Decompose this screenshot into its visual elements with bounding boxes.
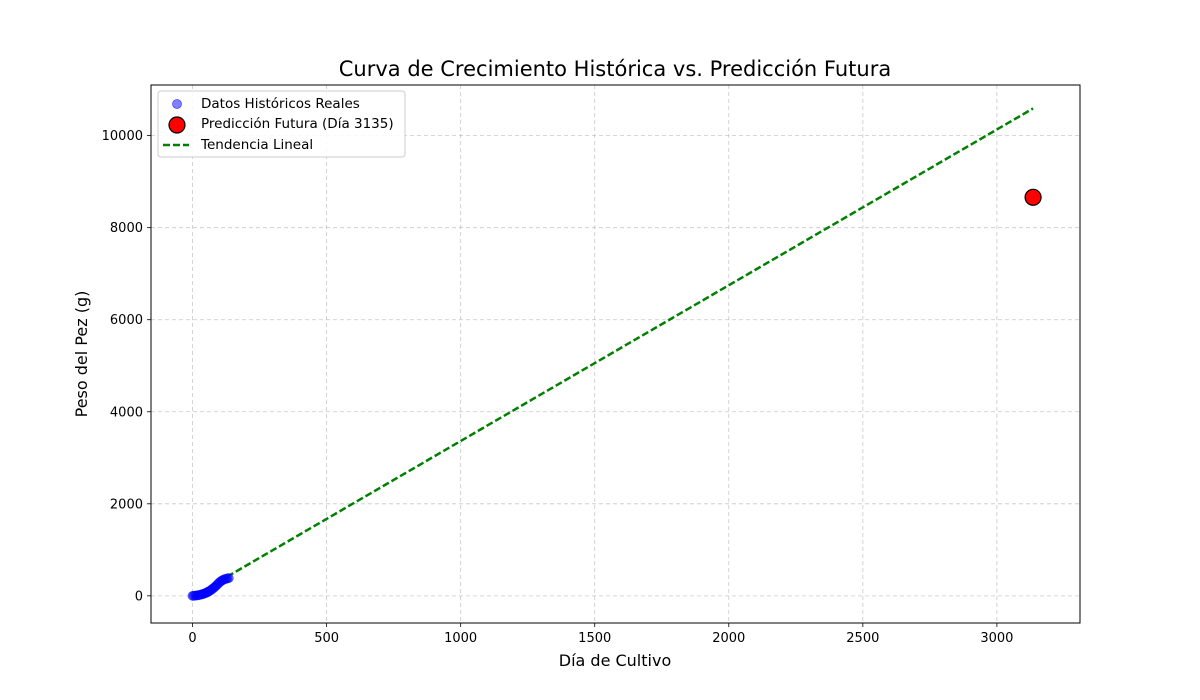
plot-area xyxy=(187,107,1042,601)
x-tick-label: 1500 xyxy=(578,631,611,646)
trend-line xyxy=(191,107,1034,598)
legend-label-prediction: Predicción Futura (Día 3135) xyxy=(201,116,394,132)
prediction-point xyxy=(1024,188,1042,206)
legend-box xyxy=(157,90,406,158)
x-tick-label: 500 xyxy=(314,631,339,646)
x-tick-label: 3000 xyxy=(980,631,1013,646)
prediction-point-layer xyxy=(1024,188,1042,206)
plot-frame xyxy=(150,84,1081,624)
y-tick-label: 6000 xyxy=(110,313,143,328)
y-tick-label: 8000 xyxy=(110,221,143,236)
x-tick-label: 2000 xyxy=(712,631,745,646)
y-axis-label: Peso del Pez (g) xyxy=(72,291,91,418)
legend-marker-prediction xyxy=(168,116,186,134)
y-tick-label: 0 xyxy=(135,589,143,604)
historical-points-layer xyxy=(187,573,234,601)
trend-line-layer xyxy=(191,107,1034,598)
y-tick-label: 4000 xyxy=(110,405,143,420)
y-tick-label: 2000 xyxy=(110,497,143,512)
x-axis-label: Día de Cultivo xyxy=(559,651,671,670)
legend: Datos Históricos Reales Predicción Futur… xyxy=(157,90,406,158)
chart-title: Curva de Crecimiento Histórica vs. Predi… xyxy=(339,57,891,81)
y-tick-label: 10000 xyxy=(102,129,143,144)
historical-point xyxy=(223,573,234,583)
legend-label-historical: Datos Históricos Reales xyxy=(201,96,360,112)
x-tick-label: 1000 xyxy=(444,631,477,646)
legend-label-trend: Tendencia Lineal xyxy=(200,137,313,153)
legend-marker-historical xyxy=(172,99,182,109)
x-tick-label: 0 xyxy=(188,631,196,646)
x-tick-label: 2500 xyxy=(846,631,879,646)
axis-ticks: 0 500 1000 1500 2000 2500 3000 0 2000 4000 6000 800… xyxy=(102,129,1014,646)
